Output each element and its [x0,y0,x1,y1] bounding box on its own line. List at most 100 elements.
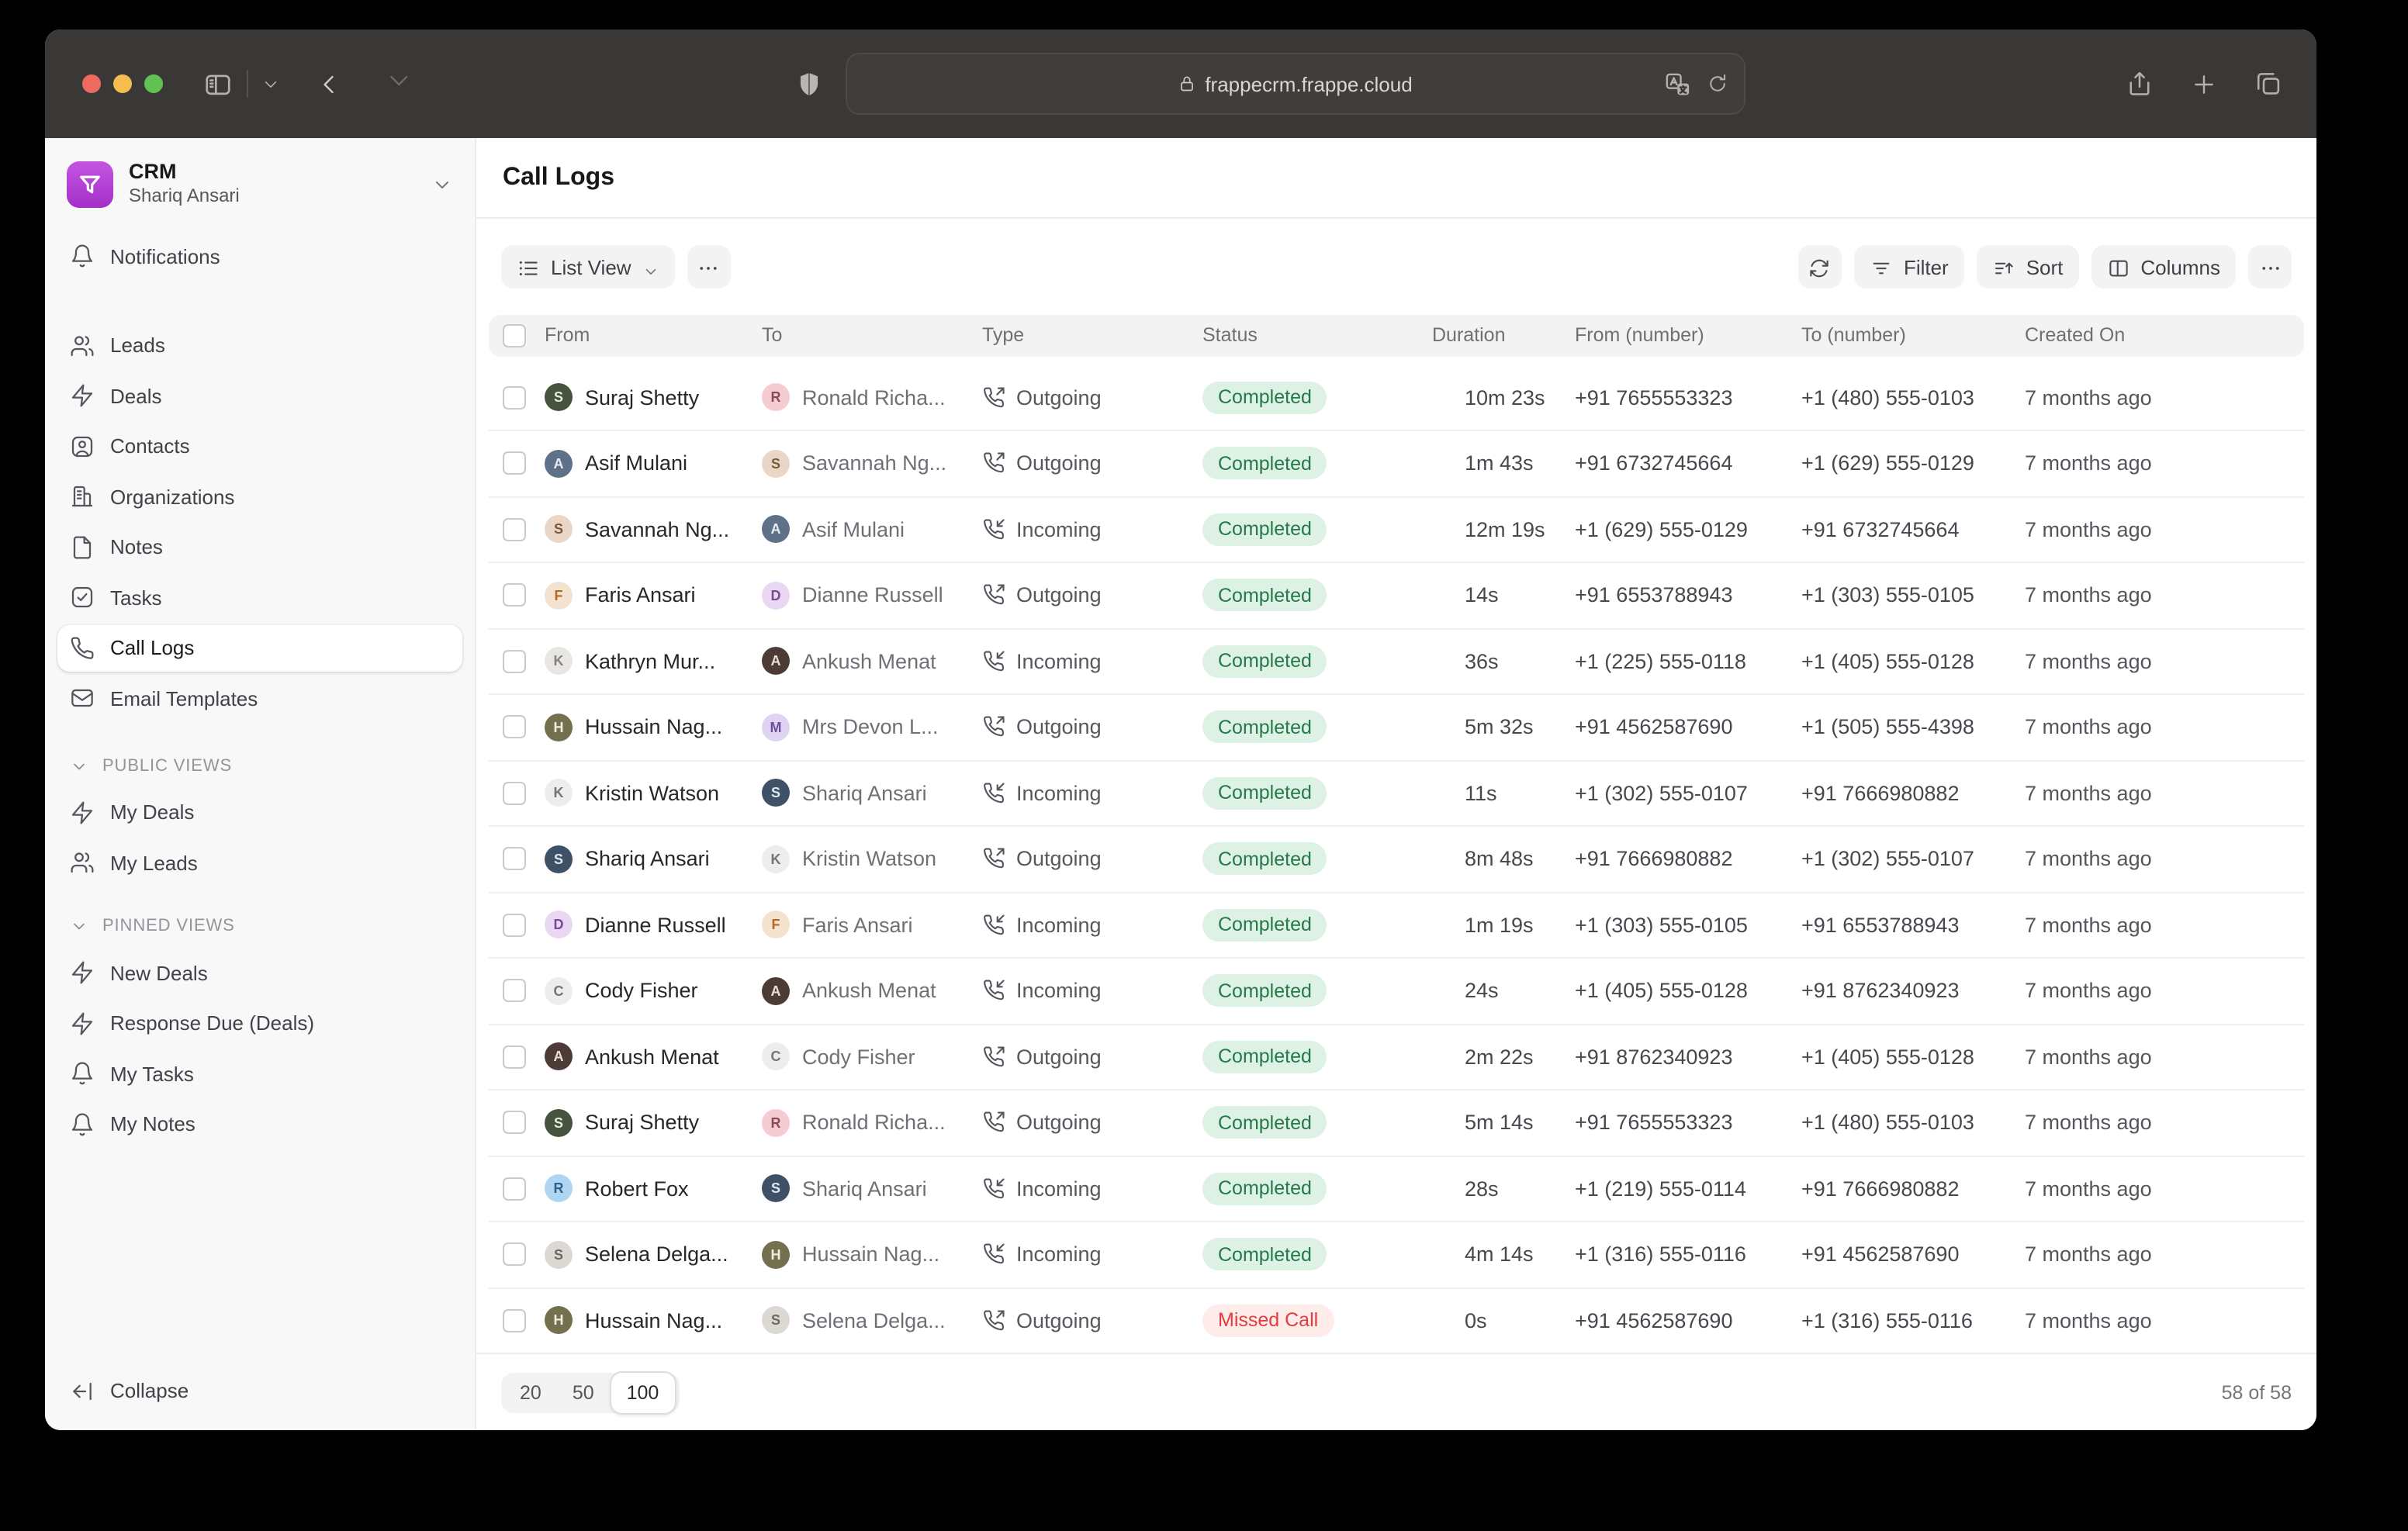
sort-button[interactable]: Sort [1976,245,2079,289]
row-checkbox[interactable] [503,1308,526,1332]
clock-icon [1432,980,1454,1002]
filter-button[interactable]: Filter [1853,245,1964,289]
reload-icon[interactable] [1706,73,1728,95]
clock-icon [1432,783,1454,804]
forward-icon[interactable] [386,71,413,97]
incoming-call-icon [982,650,1005,673]
select-all-checkbox[interactable] [503,323,526,347]
row-checkbox[interactable] [503,1177,526,1201]
created-on: 7 months ago [2025,1177,2152,1201]
sidebar-item-email-templates[interactable]: Email Templates [57,675,462,721]
sidebar-item-contacts[interactable]: Contacts [57,423,462,469]
sidebar-item-new-deals[interactable]: New Deals [57,949,462,996]
row-checkbox[interactable] [503,1045,526,1069]
row-checkbox[interactable] [503,979,526,1003]
sidebar-item-notes[interactable]: Notes [57,524,462,570]
app-user-dropdown[interactable]: CRM Shariq Ansari [57,154,462,214]
zap-icon [70,800,95,824]
browser-window: frappecrm.frappe.cloud [45,29,2316,1430]
sidebar-item-response-due-deals[interactable]: Response Due (Deals) [57,1000,462,1046]
sidebar-item-my-leads[interactable]: My Leads [57,839,462,886]
sidebar-item-my-notes[interactable]: My Notes [57,1101,462,1147]
incoming-call-icon [982,518,1005,541]
sidebar-item-tasks[interactable]: Tasks [57,574,462,620]
close-window-button[interactable] [82,74,101,93]
to-number: +1 (405) 555-0128 [1801,1045,1974,1069]
row-checkbox[interactable] [503,913,526,937]
table-row[interactable]: S Shariq Ansari K Kristin Watson Outgoing … [489,827,2304,893]
created-on: 7 months ago [2025,715,2152,739]
shield-icon[interactable] [794,69,823,98]
table-row[interactable]: S Selena Delga... H Hussain Nag... Incomin… [489,1222,2304,1288]
table-row[interactable]: S Suraj Shetty R Ronald Richa... Outgoing … [489,365,2304,431]
new-tab-icon[interactable] [2191,71,2217,97]
sidebar-item-my-deals[interactable]: My Deals [57,789,462,835]
minimize-window-button[interactable] [113,74,132,93]
chevron-down-icon[interactable] [262,75,279,92]
row-checkbox[interactable] [503,1111,526,1135]
row-checkbox[interactable] [503,385,526,410]
page-title: Call Logs [503,164,615,190]
row-checkbox[interactable] [503,715,526,739]
share-icon[interactable] [2126,70,2154,98]
table-row[interactable]: K Kathryn Mur... A Ankush Menat Incoming C… [489,629,2304,695]
page-size-100[interactable]: 100 [609,1370,676,1414]
table-row[interactable]: K Kristin Watson S Shariq Ansari Incoming … [489,761,2304,827]
section-header-pinned-views[interactable]: PINNED VIEWS [57,907,462,945]
row-checkbox[interactable] [503,781,526,805]
toolbar-more-button[interactable] [2248,245,2292,289]
sidebar-item-organizations[interactable]: Organizations [57,473,462,520]
zoom-window-button[interactable] [144,74,163,93]
status-badge: Completed [1202,513,1327,546]
clock-icon [1432,1310,1454,1332]
sidebar-item-notifications[interactable]: Notifications [57,233,462,279]
table-row[interactable]: F Faris Ansari D Dianne Russell Outgoing C… [489,563,2304,629]
column-header-from-number: From (number) [1575,324,1704,347]
view-more-button[interactable] [687,245,731,289]
row-checkbox[interactable] [503,649,526,673]
clock-icon [1432,1112,1454,1134]
columns-button[interactable]: Columns [2091,245,2236,289]
address-bar[interactable]: frappecrm.frappe.cloud [845,53,1745,115]
translate-icon[interactable] [1664,71,1690,97]
sidebar-collapse-button[interactable]: Collapse [57,1367,462,1414]
duration: 24s [1465,979,1499,1003]
page-size-50[interactable]: 50 [557,1375,610,1409]
table-row[interactable]: S Savannah Ng... A Asif Mulani Incoming Co… [489,497,2304,563]
bell-icon [70,1061,95,1086]
table-row[interactable]: R Robert Fox S Shariq Ansari Incoming Comp… [489,1156,2304,1222]
row-checkbox[interactable] [503,583,526,607]
table-row[interactable]: H Hussain Nag... S Selena Delga... Outgoin… [489,1288,2304,1353]
from-number: +91 6553788943 [1575,583,1733,607]
sidebar-item-leads[interactable]: Leads [57,322,462,368]
to-number: +1 (405) 555-0128 [1801,649,1974,673]
zap-icon [70,383,95,408]
section-header-public-views[interactable]: PUBLIC VIEWS [57,747,462,784]
page-size-20[interactable]: 20 [504,1375,557,1409]
table-row[interactable]: C Cody Fisher A Ankush Menat Incoming Comp… [489,959,2304,1025]
avatar: S [762,449,790,478]
sidebar-toggle-icon[interactable] [203,69,233,98]
row-checkbox[interactable] [503,517,526,541]
from-name: Ankush Menat [585,1045,719,1069]
to-number: +91 4562587690 [1801,1242,1960,1267]
sidebar-item-call-logs[interactable]: Call Logs [57,624,462,671]
table-row[interactable]: A Asif Mulani S Savannah Ng... Outgoing Co… [489,431,2304,497]
sidebar-item-deals[interactable]: Deals [57,372,462,419]
avatar: S [545,515,573,544]
table-row[interactable]: A Ankush Menat C Cody Fisher Outgoing Comp… [489,1025,2304,1090]
tab-overview-icon[interactable] [2254,70,2282,98]
row-checkbox[interactable] [503,451,526,475]
refresh-button[interactable] [1797,245,1842,289]
table-row[interactable]: S Suraj Shetty R Ronald Richa... Outgoing … [489,1090,2304,1156]
duration: 2m 22s [1465,1045,1534,1069]
table-row[interactable]: D Dianne Russell F Faris Ansari Incoming C… [489,893,2304,959]
avatar: R [762,383,790,412]
row-checkbox[interactable] [503,1242,526,1267]
row-checkbox[interactable] [503,847,526,871]
view-selector-button[interactable]: List View [501,245,675,289]
back-icon[interactable] [317,71,343,97]
table-row[interactable]: H Hussain Nag... M Mrs Devon L... Outgoing… [489,695,2304,761]
sidebar-item-my-tasks[interactable]: My Tasks [57,1050,462,1097]
created-on: 7 months ago [2025,1308,2152,1332]
